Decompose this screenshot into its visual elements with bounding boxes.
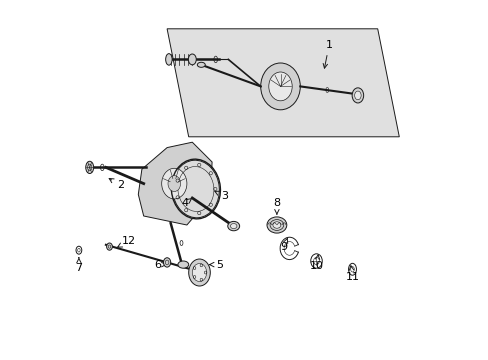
- Text: 4: 4: [181, 198, 191, 208]
- Ellipse shape: [260, 63, 300, 110]
- Text: 12: 12: [118, 236, 135, 247]
- Text: 2: 2: [109, 179, 123, 190]
- Ellipse shape: [197, 62, 205, 67]
- Text: 7: 7: [75, 258, 82, 273]
- Ellipse shape: [268, 72, 292, 101]
- Text: 3: 3: [214, 191, 228, 201]
- Ellipse shape: [178, 261, 188, 268]
- Ellipse shape: [192, 264, 206, 282]
- Polygon shape: [167, 29, 399, 137]
- Ellipse shape: [106, 243, 112, 250]
- Ellipse shape: [85, 161, 94, 174]
- Text: 5: 5: [209, 260, 223, 270]
- Ellipse shape: [172, 160, 219, 218]
- Ellipse shape: [351, 88, 363, 103]
- Text: 1: 1: [323, 40, 332, 68]
- Ellipse shape: [272, 222, 280, 228]
- Text: 6: 6: [154, 260, 165, 270]
- Ellipse shape: [163, 258, 170, 267]
- Ellipse shape: [188, 54, 196, 65]
- Ellipse shape: [354, 91, 361, 100]
- Ellipse shape: [266, 217, 286, 233]
- Text: 8: 8: [273, 198, 280, 214]
- Ellipse shape: [230, 224, 237, 229]
- Ellipse shape: [168, 176, 180, 192]
- Polygon shape: [138, 142, 212, 225]
- Text: 11: 11: [345, 266, 359, 282]
- Ellipse shape: [188, 259, 210, 286]
- Ellipse shape: [165, 54, 172, 65]
- Ellipse shape: [227, 221, 239, 231]
- Text: 9: 9: [280, 238, 287, 252]
- Ellipse shape: [162, 168, 186, 199]
- Text: 10: 10: [309, 255, 323, 271]
